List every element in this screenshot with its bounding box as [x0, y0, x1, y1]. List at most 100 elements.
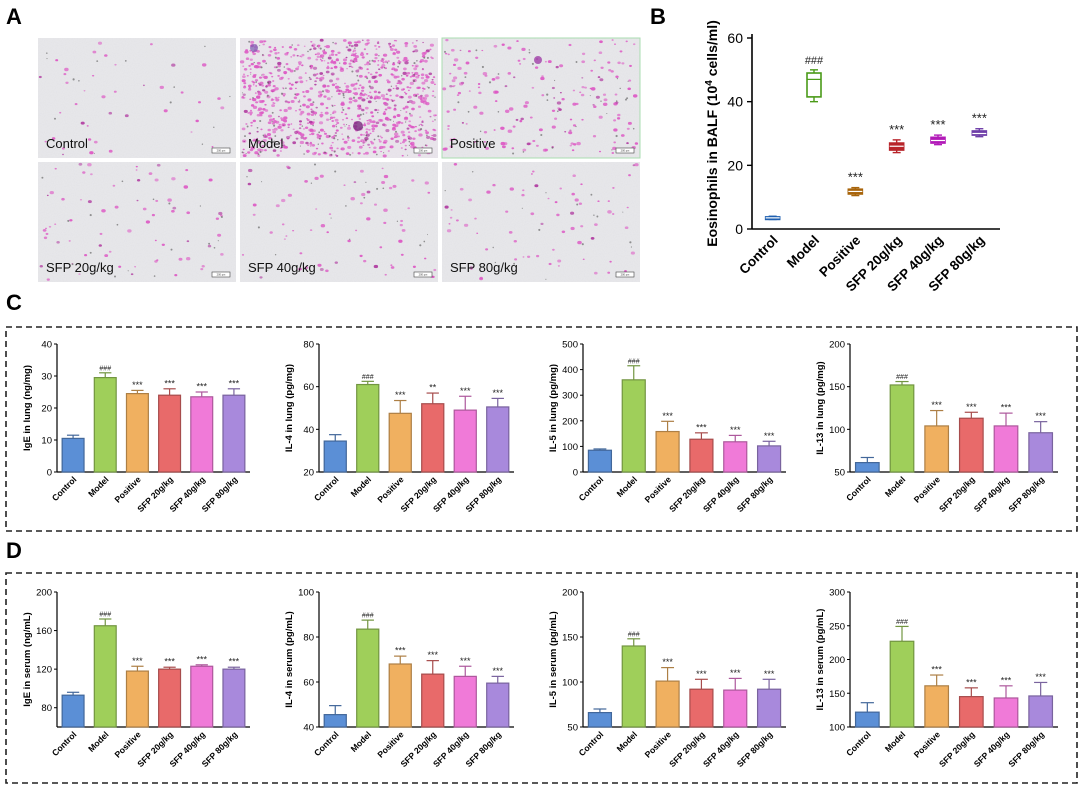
debris-dot: [377, 135, 380, 138]
stained-cell: [360, 133, 363, 136]
x-tick-label: SFP 20g/kg: [937, 729, 977, 769]
stained-cell: [337, 92, 341, 95]
stained-cell: [404, 44, 408, 48]
bar-group-3: ***Positive: [375, 390, 412, 505]
stained-cell: [592, 135, 597, 138]
scale-bar-label: 200 µm: [217, 149, 226, 153]
stained-cell: [335, 77, 340, 81]
stained-cell: [65, 81, 69, 85]
debris-dot: [265, 62, 268, 65]
stained-cell: [581, 60, 586, 64]
debris-dot: [170, 248, 173, 251]
debris-dot: [545, 278, 547, 280]
bar: [889, 384, 915, 473]
stained-cell: [156, 163, 161, 167]
stained-cell: [183, 185, 189, 189]
stained-cell: [554, 201, 558, 204]
stained-cell: [424, 257, 427, 260]
micrograph-texture: [38, 38, 236, 158]
stained-cell: [407, 95, 412, 99]
stained-cell: [285, 63, 289, 66]
stained-cell: [598, 51, 603, 55]
stained-cell: [581, 85, 585, 89]
stained-cell: [369, 91, 372, 94]
stained-cell: [432, 90, 435, 93]
debris-dot: [611, 149, 613, 151]
stained-cell: [253, 64, 259, 69]
stained-cell: [80, 121, 85, 125]
stained-cell: [104, 254, 109, 258]
bar-group-2: ###Model: [349, 374, 380, 499]
stained-cell: [44, 140, 47, 143]
bar-group-1: Control: [577, 448, 613, 503]
bar: [924, 685, 950, 728]
stained-cell: [404, 61, 409, 65]
stained-cell: [174, 273, 178, 277]
stained-cell: [449, 85, 453, 88]
stained-cell: [522, 148, 527, 152]
stained-cell: [246, 75, 249, 77]
stained-cell: [521, 193, 525, 197]
debris-dot: [397, 65, 399, 68]
stained-cell: [243, 140, 246, 143]
stained-cell: [378, 46, 381, 48]
x-tick-label: Control: [577, 474, 606, 503]
stained-cell: [544, 148, 549, 152]
stained-cell: [395, 139, 400, 143]
stained-cell: [263, 40, 267, 43]
stained-cell: [319, 128, 324, 132]
stained-cell: [353, 83, 357, 86]
stained-cell: [477, 83, 481, 85]
significance-label: ***: [848, 170, 863, 185]
stained-cell: [361, 108, 365, 112]
stained-cell: [526, 142, 531, 146]
stained-cell: [251, 80, 254, 83]
stained-cell: [262, 43, 265, 46]
stained-cell: [404, 105, 409, 109]
stained-cell: [256, 130, 259, 133]
stained-cell: [468, 90, 471, 92]
stained-cell: [298, 76, 303, 80]
stained-cell: [68, 240, 71, 242]
stained-cell: [611, 152, 615, 154]
stained-cell: [363, 122, 366, 124]
stained-cell: [617, 113, 621, 117]
bar-group-2: ###Model: [86, 612, 117, 754]
debris-dot: [593, 214, 595, 216]
stained-cell: [370, 111, 374, 114]
stained-cell: [318, 121, 324, 125]
stained-cell: [358, 74, 363, 78]
stained-cell: [279, 150, 282, 152]
stained-cell: [616, 117, 621, 120]
stained-cell: [349, 59, 353, 62]
stained-cell: [481, 49, 484, 52]
stained-cell: [378, 68, 381, 71]
stained-cell: [343, 82, 347, 85]
bar-group-2: ###Model: [883, 619, 915, 754]
stained-cell: [547, 197, 550, 200]
stained-cell: [394, 135, 398, 139]
stained-cell: [593, 105, 597, 108]
stained-cell: [315, 77, 319, 80]
stained-cell: [249, 113, 252, 116]
stained-cell: [331, 124, 336, 128]
stained-cell: [500, 126, 505, 130]
debris-dot: [116, 223, 119, 226]
y-tick-label: 200: [829, 655, 845, 666]
stained-cell: [421, 121, 424, 123]
stained-cell: [259, 114, 263, 117]
stained-cell: [474, 217, 477, 220]
y-tick-label: 150: [829, 382, 845, 393]
stained-cell: [156, 259, 159, 261]
stained-cell: [91, 74, 95, 77]
debris-dot: [333, 137, 336, 140]
stained-cell: [432, 134, 437, 137]
debris-dot: [615, 100, 618, 102]
bar-group-1: Control: [50, 434, 85, 503]
stained-cell: [319, 174, 324, 178]
stained-cell: [211, 145, 214, 148]
stained-cell: [310, 113, 315, 117]
stained-cell: [305, 105, 310, 109]
debris-dot: [546, 99, 549, 101]
